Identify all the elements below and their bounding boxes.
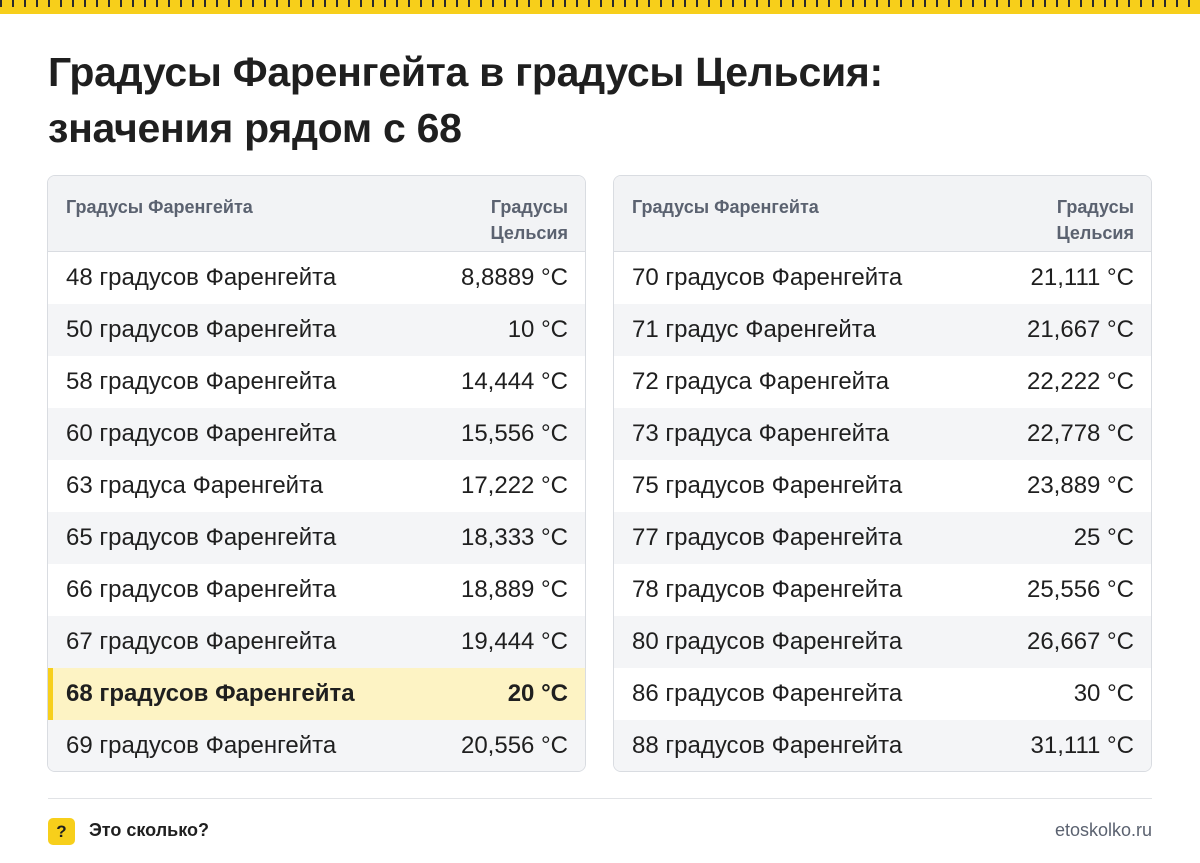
title-line-1: Градусы Фаренгейта в градусы Цельсия: (48, 49, 883, 95)
celsius-cell: 20 °C (507, 680, 568, 707)
table-header: Градусы Фаренгейта Градусы Цельсия (48, 176, 585, 252)
header-celsius: Градусы Цельсия (490, 197, 568, 243)
table-row-highlighted: 68 градусов Фаренгейта 20 °C (48, 668, 585, 720)
celsius-cell: 18,333 °C (460, 524, 568, 551)
table-row: 48 градусов Фаренгейта 8,8889 °C (48, 252, 585, 304)
table-row: 77 градусов Фаренгейта 25 °C (614, 512, 1151, 564)
fahrenheit-cell: 67 градусов Фаренгейта (66, 628, 337, 655)
fahrenheit-cell: 73 градуса Фаренгейта (632, 420, 890, 447)
celsius-cell: 22,222 °C (1026, 368, 1134, 395)
celsius-cell: 31,111 °C (1030, 732, 1134, 759)
table-row: 58 градусов Фаренгейта 14,444 °C (48, 356, 585, 408)
brand-name[interactable]: Это сколько? (89, 820, 209, 840)
header-celsius: Градусы Цельсия (1056, 197, 1134, 243)
fahrenheit-cell: 50 градусов Фаренгейта (66, 316, 337, 343)
table-row: 66 градусов Фаренгейта 18,889 °C (48, 564, 585, 616)
table-row: 63 градуса Фаренгейта 17,222 °C (48, 460, 585, 512)
table-row: 65 градусов Фаренгейта 18,333 °C (48, 512, 585, 564)
celsius-cell: 23,889 °C (1026, 472, 1134, 499)
title-line-2: значения рядом с 68 (48, 105, 462, 151)
header-fahrenheit: Градусы Фаренгейта (66, 197, 253, 217)
table-header: Градусы Фаренгейта Градусы Цельсия (614, 176, 1151, 252)
table-body: 70 градусов Фаренгейта 21,111 °C 71 граду… (614, 252, 1151, 771)
celsius-cell: 25,556 °C (1026, 576, 1134, 603)
fahrenheit-cell: 77 градусов Фаренгейта (632, 524, 903, 551)
celsius-cell: 14,444 °C (460, 368, 568, 395)
fahrenheit-cell: 48 градусов Фаренгейта (66, 264, 337, 291)
conversion-table-left: Градусы Фаренгейта Градусы Цельсия 48 гр… (47, 175, 586, 772)
fahrenheit-cell: 68 градусов Фаренгейта (66, 680, 355, 707)
fahrenheit-cell: 65 градусов Фаренгейта (66, 524, 337, 551)
table-row: 69 градусов Фаренгейта 20,556 °C (48, 720, 585, 771)
fahrenheit-cell: 60 градусов Фаренгейта (66, 420, 337, 447)
header-fahrenheit: Градусы Фаренгейта (632, 197, 819, 217)
celsius-cell: 18,889 °C (460, 576, 568, 603)
site-link[interactable]: etoskolko.ru (1054, 820, 1152, 840)
celsius-cell: 19,444 °C (460, 628, 568, 655)
fahrenheit-cell: 88 градусов Фаренгейта (632, 732, 903, 759)
table-row: 86 градусов Фаренгейта 30 °C (614, 668, 1151, 720)
table-row: 80 градусов Фаренгейта 26,667 °C (614, 616, 1151, 668)
table-row: 70 градусов Фаренгейта 21,111 °C (614, 252, 1151, 304)
celsius-cell: 25 °C (1073, 524, 1134, 551)
page-title: Градусы Фаренгейта в градусы Цельсия: зн… (48, 44, 1148, 156)
celsius-cell: 21,667 °C (1026, 316, 1134, 343)
table-row: 71 градус Фаренгейта 21,667 °C (614, 304, 1151, 356)
question-icon: ? (48, 818, 75, 845)
celsius-cell: 8,8889 °C (460, 264, 568, 291)
celsius-cell: 22,778 °C (1026, 420, 1134, 447)
fahrenheit-cell: 70 градусов Фаренгейта (632, 264, 903, 291)
conversion-table-right: Градусы Фаренгейта Градусы Цельсия 70 гр… (613, 175, 1152, 772)
table-row: 72 градуса Фаренгейта 22,222 °C (614, 356, 1151, 408)
fahrenheit-cell: 72 градуса Фаренгейта (632, 368, 890, 395)
fahrenheit-cell: 80 градусов Фаренгейта (632, 628, 903, 655)
table-row: 88 градусов Фаренгейта 31,111 °C (614, 720, 1151, 771)
table-row: 75 градусов Фаренгейта 23,889 °C (614, 460, 1151, 512)
fahrenheit-cell: 69 градусов Фаренгейта (66, 732, 337, 759)
celsius-cell: 26,667 °C (1026, 628, 1134, 655)
table-row: 67 градусов Фаренгейта 19,444 °C (48, 616, 585, 668)
fahrenheit-cell: 75 градусов Фаренгейта (632, 472, 903, 499)
fahrenheit-cell: 58 градусов Фаренгейта (66, 368, 337, 395)
table-body: 48 градусов Фаренгейта 8,8889 °C 50 граду… (48, 252, 585, 771)
table-row: 73 градуса Фаренгейта 22,778 °C (614, 408, 1151, 460)
fahrenheit-cell: 66 градусов Фаренгейта (66, 576, 337, 603)
ruler-strip (0, 0, 1200, 14)
table-row: 78 градусов Фаренгейта 25,556 °C (614, 564, 1151, 616)
celsius-cell: 20,556 °C (460, 732, 568, 759)
celsius-cell: 10 °C (507, 316, 568, 343)
fahrenheit-cell: 63 градуса Фаренгейта (66, 472, 324, 499)
footer-divider (48, 798, 1152, 799)
fahrenheit-cell: 71 градус Фаренгейта (632, 316, 876, 343)
celsius-cell: 21,111 °C (1030, 264, 1134, 291)
table-row: 50 градусов Фаренгейта 10 °C (48, 304, 585, 356)
celsius-cell: 30 °C (1073, 680, 1134, 707)
table-row: 60 градусов Фаренгейта 15,556 °C (48, 408, 585, 460)
celsius-cell: 15,556 °C (460, 420, 568, 447)
fahrenheit-cell: 86 градусов Фаренгейта (632, 680, 903, 707)
celsius-cell: 17,222 °C (460, 472, 568, 499)
fahrenheit-cell: 78 градусов Фаренгейта (632, 576, 903, 603)
